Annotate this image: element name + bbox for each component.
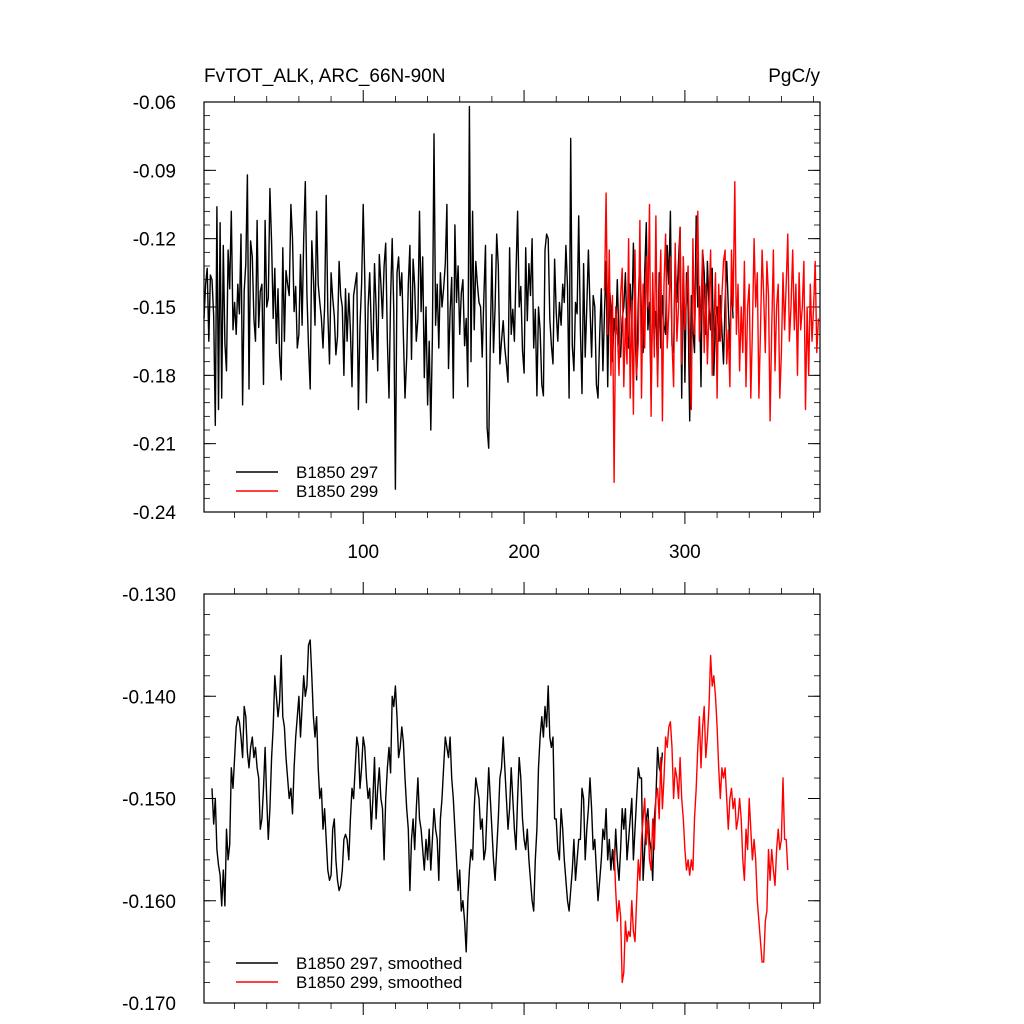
top-y-tick-label: -0.09 bbox=[133, 161, 176, 182]
bottom-panel: -0.130 -0.140 -0.150 -0.160 -0.170 B1850 297… bbox=[122, 582, 821, 1015]
top-y-tick-label: -0.18 bbox=[133, 366, 176, 387]
bottom-series-line-b1850-297-smoothed bbox=[211, 639, 664, 953]
chart-units: PgC/y bbox=[768, 66, 820, 87]
bottom-axis-ticks: -0.130 -0.140 -0.150 -0.160 -0.170 bbox=[122, 582, 820, 1015]
bottom-y-tick-label: -0.160 bbox=[122, 892, 176, 913]
top-x-tick-label: 200 bbox=[508, 542, 540, 563]
top-y-tick-label: -0.15 bbox=[133, 298, 176, 319]
top-y-tick-label: -0.24 bbox=[133, 503, 177, 524]
top-y-tick-label: -0.06 bbox=[133, 93, 176, 114]
top-y-tick-label: -0.21 bbox=[133, 435, 176, 456]
bottom-series-lines bbox=[211, 639, 789, 984]
legend-label-b1850-299: B1850 299 bbox=[296, 482, 378, 501]
bottom-series-line-b1850-299-smoothed bbox=[613, 654, 789, 984]
legend-label-b1850-299-smoothed: B1850 299, smoothed bbox=[296, 973, 462, 992]
top-legend: B1850 297 B1850 299 bbox=[236, 463, 378, 501]
bottom-legend: B1850 297, smoothed B1850 299, smoothed bbox=[236, 954, 462, 992]
bottom-y-tick-label: -0.140 bbox=[122, 687, 176, 708]
top-panel: FvTOT_ALK, ARC_66N-90N PgC/y -0.06-0.09-… bbox=[133, 66, 821, 563]
top-y-tick-label: -0.12 bbox=[133, 230, 176, 251]
top-x-tick-label: 100 bbox=[347, 542, 379, 563]
legend-label-b1850-297-smoothed: B1850 297, smoothed bbox=[296, 954, 462, 973]
top-series-line-b1850-299 bbox=[603, 180, 820, 484]
bottom-plot-frame bbox=[203, 593, 821, 1004]
bottom-y-tick-label: -0.150 bbox=[122, 790, 176, 811]
top-series-line-b1850-297 bbox=[203, 105, 734, 490]
bottom-y-tick-label: -0.170 bbox=[122, 994, 176, 1015]
chart-title: FvTOT_ALK, ARC_66N-90N bbox=[204, 66, 445, 87]
top-axis-ticks: -0.06 -0.09 -0.12 -0.15 -0.18 -0.21 -0.24 100 20… bbox=[133, 90, 820, 563]
top-x-tick-label: 300 bbox=[669, 542, 701, 563]
bottom-y-tick-label: -0.130 bbox=[122, 585, 176, 606]
legend-label-b1850-297: B1850 297 bbox=[296, 463, 378, 482]
top-series-lines bbox=[203, 105, 820, 490]
top-plot-frame bbox=[203, 101, 821, 513]
